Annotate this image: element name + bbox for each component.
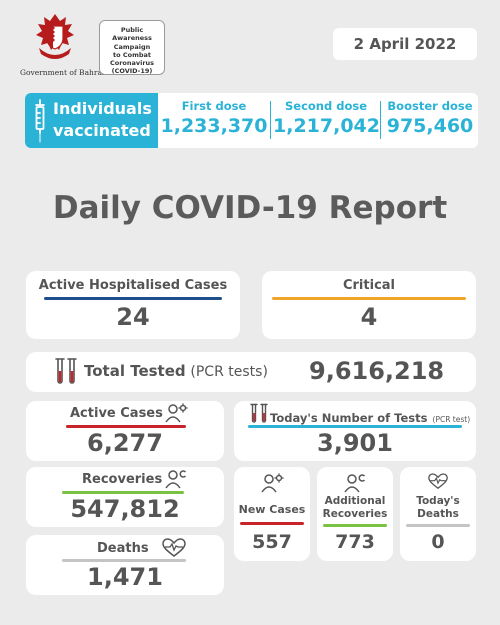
- campaign-line: to Combat: [113, 50, 151, 59]
- campaign-line: Coronavirus: [109, 59, 155, 68]
- active-cases-underline: [66, 425, 186, 428]
- critical-underline: [272, 297, 466, 300]
- campaign-line: Campaign: [113, 42, 151, 51]
- bahrain-emblem-icon: [36, 14, 74, 59]
- deaths-label: Deaths: [97, 541, 149, 556]
- total-tested-label: Total Tested: [84, 362, 186, 380]
- additional-recoveries-label-line: Recoveries: [322, 508, 388, 520]
- hospitalised-value: 24: [116, 303, 150, 331]
- todays-deaths-label-line: Today's: [416, 495, 460, 507]
- booster-dose-stat: Booster dose 975,460: [382, 99, 478, 137]
- new-cases-underline: [240, 522, 304, 525]
- government-label: Government of Bahrain: [20, 68, 110, 77]
- test-tubes-icon: [250, 403, 268, 423]
- vaccination-label-panel: Individuals vaccinated: [25, 93, 158, 148]
- todays-tests-card: Today's Number of Tests (PCR test) 3,901: [234, 401, 476, 461]
- recovery-person-icon: [165, 470, 187, 489]
- first-dose-label: First dose: [181, 99, 247, 113]
- additional-recoveries-underline: [323, 524, 387, 527]
- active-cases-card: Active Cases 6,277: [26, 401, 224, 461]
- additional-recoveries-label-line: Additional: [324, 495, 386, 507]
- booster-dose-value: 975,460: [386, 115, 474, 137]
- report-title: Daily COVID-19 Report: [52, 190, 448, 226]
- campaign-line: Public Awareness: [112, 26, 152, 43]
- active-cases-label: Active Cases: [70, 406, 163, 421]
- first-dose-value: 1,233,370: [160, 115, 268, 137]
- heartbeat-icon: [428, 473, 448, 490]
- vaccination-title-line: vaccinated: [53, 121, 151, 140]
- new-cases-card: New Cases 557: [234, 467, 310, 561]
- todays-deaths-label-line: Deaths: [417, 508, 459, 520]
- additional-recoveries-label: Additional Recoveries: [317, 495, 393, 521]
- campaign-badge: Public Awareness Campaign to Combat Coro…: [99, 20, 165, 75]
- deaths-underline: [62, 559, 186, 562]
- todays-tests-underline: [248, 425, 462, 428]
- todays-deaths-value: 0: [431, 531, 445, 553]
- new-cases-value: 557: [252, 531, 292, 553]
- report-date: 2 April 2022: [333, 28, 477, 60]
- first-dose-stat: First dose 1,233,370: [160, 99, 268, 137]
- total-tested-card: Total Tested (PCR tests) 9,616,218: [26, 352, 476, 392]
- new-cases-label: New Cases: [238, 503, 306, 516]
- virus-person-icon: [261, 473, 284, 493]
- todays-deaths-underline: [406, 524, 470, 527]
- divider: [270, 101, 271, 139]
- second-dose-stat: Second dose 1,217,042: [273, 99, 380, 137]
- government-emblem: Government of Bahrain: [20, 12, 110, 84]
- test-tubes-icon: [55, 358, 77, 384]
- critical-card: Critical 4: [262, 271, 476, 339]
- hospitalised-underline: [44, 297, 222, 300]
- todays-deaths-card: Today's Deaths 0: [400, 467, 476, 561]
- divider: [380, 101, 381, 139]
- recoveries-underline: [62, 491, 184, 494]
- total-tested-suffix: (PCR tests): [190, 364, 268, 380]
- recoveries-value: 547,812: [70, 495, 180, 523]
- todays-tests-suffix: (PCR test): [432, 415, 471, 424]
- deaths-card: Deaths 1,471: [26, 535, 224, 595]
- second-dose-label: Second dose: [285, 99, 367, 113]
- additional-recoveries-value: 773: [335, 531, 375, 553]
- total-tested-label-group: Total Tested (PCR tests): [84, 362, 268, 380]
- vaccination-banner: Individuals vaccinated First dose 1,233,…: [25, 93, 478, 148]
- syringe-icon: [35, 99, 45, 143]
- recoveries-label: Recoveries: [82, 472, 163, 487]
- additional-recoveries-card: Additional Recoveries 773: [317, 467, 393, 561]
- recoveries-card: Recoveries 547,812: [26, 467, 224, 527]
- deaths-value: 1,471: [87, 563, 163, 591]
- active-cases-value: 6,277: [87, 429, 163, 457]
- campaign-line: (COVID-19): [111, 67, 153, 76]
- todays-tests-value: 3,901: [317, 429, 393, 457]
- vaccination-title-line: Individuals: [53, 99, 152, 118]
- hospitalised-label: Active Hospitalised Cases: [38, 278, 228, 293]
- todays-tests-label: Today's Number of Tests: [270, 411, 428, 425]
- second-dose-value: 1,217,042: [273, 115, 380, 137]
- todays-tests-label-group: Today's Number of Tests (PCR test): [270, 407, 470, 426]
- critical-value: 4: [360, 303, 378, 331]
- todays-deaths-label: Today's Deaths: [400, 495, 476, 521]
- heartbeat-icon: [162, 538, 186, 557]
- recovery-person-icon: [344, 474, 366, 493]
- vaccination-title: Individuals vaccinated: [53, 98, 152, 142]
- total-tested-value: 9,616,218: [309, 357, 445, 385]
- critical-label: Critical: [342, 278, 395, 293]
- hospitalised-card: Active Hospitalised Cases 24: [26, 271, 240, 339]
- virus-person-icon: [165, 403, 188, 423]
- booster-dose-label: Booster dose: [387, 99, 473, 113]
